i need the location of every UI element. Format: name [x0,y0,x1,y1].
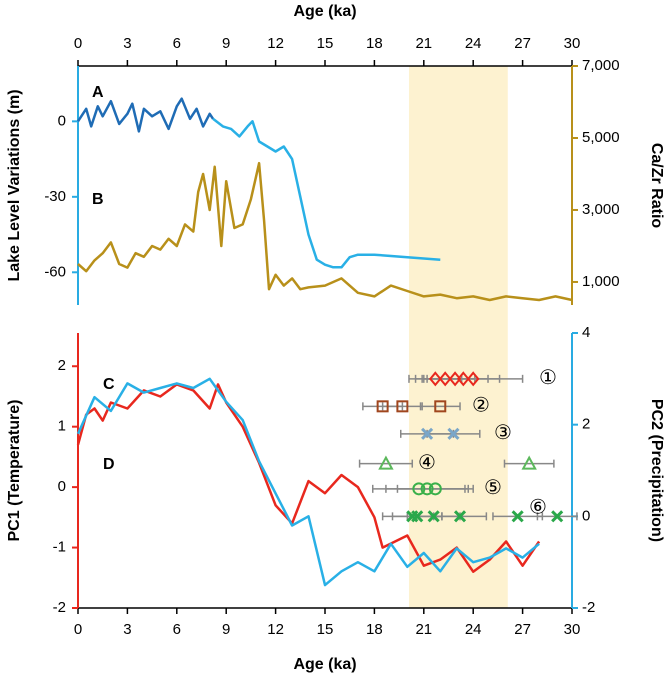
x-tick-label: 30 [564,621,581,638]
x-tick-label: 9 [222,35,230,52]
y-tick-label: -60 [44,263,66,280]
y-tick-label: 0 [58,478,66,495]
marker [396,400,409,413]
set-label: ④ [418,452,436,474]
x-tick-label: 15 [317,35,334,52]
marker [551,510,564,523]
y2-tick-label: -2 [582,599,595,616]
set-label: ⑤ [484,477,502,499]
error-bar [503,459,555,468]
x-tick-label: 12 [267,35,284,52]
set-label: ③ [494,422,512,444]
y-tick-label: 2 [58,357,66,374]
marker [521,455,537,470]
y2-tick-label: 4 [582,324,590,341]
marker [466,371,480,387]
y-axis-label: PC1 (Temperature) [6,400,23,542]
highlight-band [408,66,508,608]
x-tick-label: 9 [222,621,230,638]
marker [453,510,467,523]
y2-tick-label: 1,000 [582,273,620,290]
x-tick-label: 6 [173,35,181,52]
error-bar [396,484,474,493]
x-tick-label: 27 [514,621,531,638]
x-tick-label: 27 [514,35,531,52]
marker [427,510,440,523]
marker [434,400,447,413]
data-line [212,117,441,269]
x-tick-label: 30 [564,35,581,52]
series-label: C [103,376,115,393]
marker [420,482,434,496]
set-label: ⑥ [529,497,547,519]
y2-tick-label: 7,000 [582,57,620,74]
marker [511,510,524,523]
data-line [76,377,540,587]
series-label: A [92,84,104,101]
marker [412,482,426,496]
y-tick-label: -1 [53,539,66,556]
marker [448,371,462,387]
y2-tick-label: 0 [582,507,590,524]
y2-tick-label: 3,000 [582,201,620,218]
data-line [77,161,573,302]
x-tick-label: 3 [123,35,131,52]
x-axis-label: Age (ka) [293,3,356,20]
marker [428,482,442,496]
x-tick-label: 24 [465,35,482,52]
x-tick-label: 0 [74,621,82,638]
x-tick-label: 18 [366,35,383,52]
marker [438,371,452,387]
data-line [76,97,215,133]
x-tick-label: 3 [123,621,131,638]
marker [447,427,460,440]
y-tick-label: 1 [58,418,66,435]
set-label: ② [472,395,490,417]
y-tick-label: 0 [58,112,66,129]
y2-axis-label: Ca/Zr Ratio [648,143,665,229]
data-line [76,383,541,573]
set-label: ① [539,367,557,389]
y-axis-label: Lake Level Variations (m) [6,89,23,281]
marker [457,371,470,387]
series-label: B [92,191,104,208]
marker [429,371,442,387]
y2-tick-label: 5,000 [582,129,620,146]
marker [378,455,394,470]
error-bar [419,402,461,411]
x-tick-label: 21 [415,621,432,638]
x-tick-label: 6 [173,621,181,638]
x-tick-label: 24 [465,621,482,638]
x-tick-label: 0 [74,35,82,52]
x-tick-label: 15 [317,621,334,638]
y2-axis-label: PC2 (Precipitation) [648,399,665,542]
marker [411,510,424,523]
marker [376,400,389,413]
marker [421,427,434,440]
x-tick-label: 12 [267,621,284,638]
y-tick-label: -30 [44,188,66,205]
error-bar [358,459,414,468]
x-tick-label: 21 [415,35,432,52]
y2-tick-label: 2 [582,416,590,433]
x-axis-label: Age (ka) [293,656,356,673]
series-label: D [103,456,115,473]
y-tick-label: -2 [53,599,66,616]
x-tick-label: 18 [366,621,383,638]
